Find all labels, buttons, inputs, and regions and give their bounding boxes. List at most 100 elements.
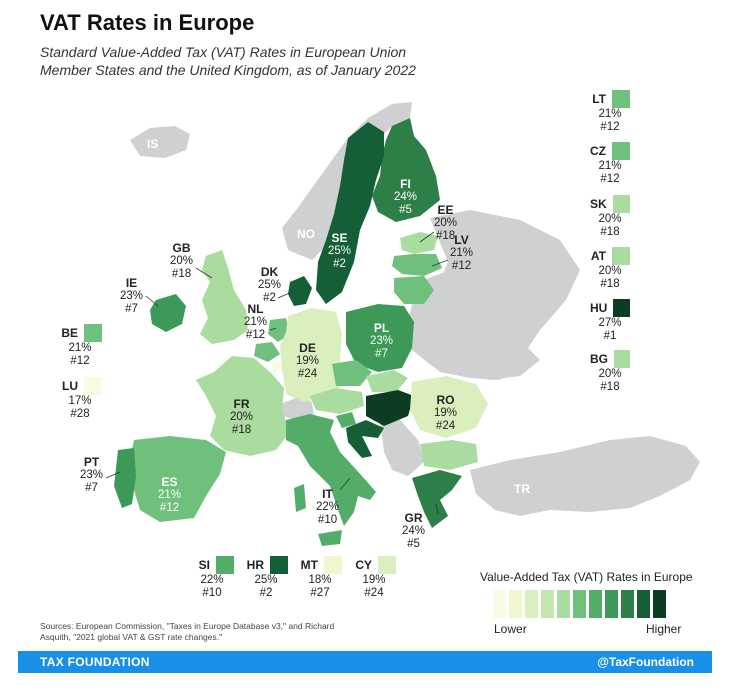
box-si-rank: #10	[202, 587, 222, 599]
latvia-shape	[392, 254, 442, 276]
slovenia-shape	[336, 412, 356, 428]
luxembourg-shape	[272, 360, 282, 372]
box-lu-rate: 17%	[68, 395, 92, 407]
label-ro-code: RO	[436, 393, 455, 407]
iceland-shape	[130, 126, 190, 158]
estonia-shape	[400, 232, 438, 254]
box-lt-swatch	[612, 90, 630, 108]
box-bg-rate: 20%	[598, 368, 622, 380]
legend-swatch-7	[589, 590, 602, 618]
romania-shape	[410, 376, 488, 438]
box-mt-rank: #27	[310, 587, 330, 599]
box-mt-code: MT	[300, 557, 318, 572]
label-ro-rank: #24	[435, 420, 456, 432]
legend-swatch-9	[621, 590, 634, 618]
legend-swatch-2	[509, 590, 522, 618]
label-pl-code: PL	[373, 321, 390, 335]
label-ro-rate: 19%	[434, 407, 458, 419]
sardinia-shape	[294, 484, 306, 512]
label-pl-rank: #7	[375, 348, 388, 360]
label-fr-rate: 20%	[230, 411, 254, 423]
sources-note: Sources: European Commission, "Taxes in …	[40, 621, 335, 642]
box-cy-rank: #24	[364, 587, 384, 599]
dk-leader	[277, 291, 293, 299]
box-sk-swatch	[612, 195, 630, 213]
legend-swatch-3	[525, 590, 538, 618]
label-it-code: IT	[322, 487, 333, 501]
label-fi-rate: 24%	[394, 191, 418, 203]
label-pl: PL 23% #7	[370, 322, 393, 361]
label-de: DE 19% #24	[296, 342, 319, 381]
sweden-shape	[316, 122, 384, 304]
label-ie-rate: 23%	[120, 290, 144, 302]
legend-swatch-4	[541, 590, 554, 618]
germany-shape	[280, 308, 346, 402]
label-fi-code: FI	[400, 177, 411, 191]
label-ee-code: EE	[437, 203, 454, 217]
ie-leader	[145, 295, 159, 307]
box-lu-rank: #28	[70, 408, 90, 420]
gb-leader	[195, 267, 213, 279]
label-gr: GR 24% #5	[402, 512, 425, 551]
box-lu: LU 17% #28	[58, 377, 102, 421]
nl-leader	[269, 327, 277, 331]
ee-leader	[419, 231, 435, 243]
label-nl: NL 21% #12	[244, 303, 267, 342]
legend-title: Value-Added Tax (VAT) Rates in Europe	[480, 570, 693, 584]
label-lv-rate: 21%	[450, 247, 474, 259]
footer-brand: TAX FOUNDATION	[40, 655, 150, 669]
denmark-shape	[288, 276, 312, 306]
box-hr: HR 25% #2	[244, 556, 288, 600]
label-ee-rate: 20%	[434, 217, 458, 229]
label-fi: FI 24% #5	[394, 178, 417, 217]
label-de-code: DE	[299, 341, 316, 355]
box-at-rate: 20%	[598, 265, 622, 277]
box-lt-rank: #12	[600, 121, 620, 133]
label-es: ES 21% #12	[158, 476, 181, 515]
box-sk: SK 20% #18	[590, 195, 630, 239]
label-pt-rank: #7	[85, 482, 98, 494]
label-nl-rate: 21%	[244, 316, 268, 328]
gr-leader	[435, 503, 439, 515]
balkans-shape	[380, 420, 424, 476]
label-lv-code: LV	[454, 233, 469, 247]
label-se-rate: 25%	[328, 245, 352, 257]
tr-label: TR	[514, 482, 530, 496]
pt-leader	[105, 471, 121, 479]
label-se-code: SE	[331, 231, 348, 245]
footer-handle: @TaxFoundation	[597, 655, 694, 669]
box-at-swatch	[612, 247, 630, 265]
legend-high-label: Higher	[646, 622, 682, 636]
label-ro: RO 19% #24	[434, 394, 457, 433]
poland-shape	[346, 304, 414, 372]
box-be: BE 21% #12	[58, 324, 102, 368]
box-bg-code: BG	[590, 351, 608, 366]
box-sk-rate: 20%	[598, 213, 622, 225]
label-ie-code: IE	[125, 276, 138, 290]
legend-low-label: Lower	[494, 622, 527, 636]
bulgaria-shape	[420, 440, 478, 470]
italy-shape	[286, 414, 376, 526]
label-pt: PT 23% #7	[80, 456, 103, 495]
legend-swatch-11	[653, 590, 666, 618]
label-gr-code: GR	[404, 511, 423, 525]
label-it: IT 22% #10	[316, 488, 339, 527]
no-label: NO	[297, 227, 315, 241]
box-si: SI 22% #10	[190, 556, 234, 600]
uk-shape	[200, 250, 248, 344]
box-hu-rank: #1	[603, 330, 617, 342]
page-subtitle: Standard Value-Added Tax (VAT) Rates in …	[40, 44, 416, 78]
label-es-rank: #12	[159, 502, 180, 514]
legend-swatch-8	[605, 590, 618, 618]
box-lt: LT 21% #12	[590, 90, 630, 134]
box-be-swatch	[84, 324, 102, 342]
box-hu: HU 27% #1	[590, 299, 630, 343]
portugal-shape	[114, 448, 136, 508]
label-dk-rank: #2	[263, 292, 276, 304]
label-dk-rate: 25%	[258, 279, 282, 291]
label-se: SE 25% #2	[328, 232, 351, 271]
label-it-rate: 22%	[316, 501, 340, 513]
box-hu-swatch	[613, 299, 630, 317]
label-it-rank: #10	[317, 514, 338, 526]
